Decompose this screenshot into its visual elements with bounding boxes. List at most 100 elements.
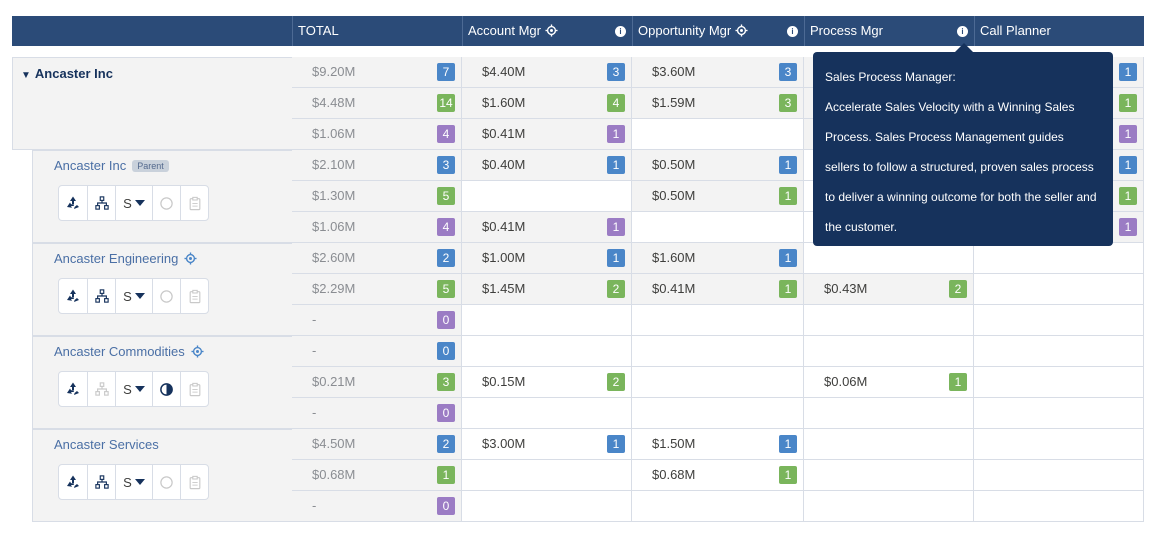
recycle-button[interactable] [59, 186, 88, 220]
target-icon[interactable] [545, 18, 558, 37]
half-circle-button[interactable] [153, 372, 181, 406]
cell-value: $1.60M [652, 250, 696, 265]
count-badge[interactable]: 5 [437, 187, 455, 205]
count-badge[interactable]: 1 [607, 156, 625, 174]
info-icon[interactable]: i [615, 26, 626, 37]
column-header-call[interactable]: Call Planner [974, 16, 1144, 46]
count-badge[interactable]: 1 [607, 249, 625, 267]
count-badge[interactable]: 2 [437, 435, 455, 453]
column-header-account[interactable]: Account Mgr i [462, 16, 632, 46]
count-badge[interactable]: 1 [607, 218, 625, 236]
count-badge[interactable]: 0 [437, 404, 455, 422]
cell-value: $1.59M [652, 95, 696, 110]
cell-opportunity [632, 119, 804, 150]
count-badge[interactable]: 3 [437, 156, 455, 174]
circle-button[interactable] [153, 279, 181, 313]
count-badge[interactable]: 0 [437, 497, 455, 515]
target-icon[interactable] [735, 18, 748, 37]
clipboard-button[interactable] [181, 279, 209, 313]
column-header-opportunity[interactable]: Opportunity Mgr i [632, 16, 804, 46]
clipboard-button[interactable] [181, 186, 209, 220]
count-badge[interactable]: 4 [437, 125, 455, 143]
count-badge[interactable]: 2 [607, 373, 625, 391]
recycle-button[interactable] [59, 465, 88, 499]
expand-caret-icon[interactable]: ▼ [21, 70, 31, 81]
cell-value: $3.60M [652, 64, 696, 79]
circle-button[interactable] [153, 465, 181, 499]
cell-value: - [312, 498, 317, 513]
info-icon[interactable]: i [957, 26, 968, 37]
count-badge[interactable]: 1 [779, 249, 797, 267]
count-badge[interactable]: 2 [607, 280, 625, 298]
child-account-panel: Ancaster Services S [32, 429, 293, 522]
count-badge[interactable]: 1 [1119, 125, 1137, 143]
account-name-link[interactable]: Ancaster Commodities [54, 344, 185, 359]
count-badge[interactable]: 1 [1119, 63, 1137, 81]
count-badge[interactable]: 1 [607, 125, 625, 143]
count-badge[interactable]: 0 [437, 311, 455, 329]
count-badge[interactable]: 3 [779, 63, 797, 81]
stage-select[interactable]: S [116, 465, 153, 499]
cell-value: $0.41M [652, 281, 696, 296]
cell-opportunity [632, 305, 804, 336]
clipboard-button[interactable] [181, 372, 209, 406]
cell-value: $0.68M [312, 467, 356, 482]
cell-value: $0.21M [312, 374, 356, 389]
count-badge[interactable]: 14 [437, 94, 455, 112]
clipboard-icon [188, 382, 202, 397]
count-badge[interactable]: 1 [1119, 218, 1137, 236]
recycle-button[interactable] [59, 279, 88, 313]
cell-total: -0 [292, 398, 462, 429]
info-icon[interactable]: i [787, 26, 798, 37]
column-header-process[interactable]: Process Mgr i [804, 16, 974, 46]
account-name-link[interactable]: Ancaster Inc [54, 158, 127, 173]
count-badge[interactable]: 1 [779, 280, 797, 298]
count-badge[interactable]: 1 [607, 435, 625, 453]
cell-total: -0 [292, 305, 462, 336]
circle-button[interactable] [153, 186, 181, 220]
account-name-link[interactable]: Ancaster Engineering [54, 251, 179, 266]
count-badge[interactable]: 2 [949, 280, 967, 298]
count-badge[interactable]: 2 [437, 249, 455, 267]
column-header-label: Account Mgr [468, 23, 541, 38]
stage-select[interactable]: S [116, 372, 153, 406]
root-account-header[interactable]: ▼ Ancaster Inc [21, 66, 113, 81]
count-badge[interactable]: 4 [607, 94, 625, 112]
recycle-button[interactable] [59, 372, 88, 406]
cell-value: $9.20M [312, 64, 356, 79]
count-badge[interactable]: 3 [779, 94, 797, 112]
count-badge[interactable]: 5 [437, 280, 455, 298]
count-badge[interactable]: 1 [1119, 187, 1137, 205]
count-badge[interactable]: 1 [1119, 156, 1137, 174]
hierarchy-button[interactable] [88, 465, 116, 499]
stage-select[interactable]: S [116, 186, 153, 220]
hierarchy-button[interactable] [88, 279, 116, 313]
cell-opportunity [632, 212, 804, 243]
count-badge[interactable]: 3 [607, 63, 625, 81]
count-badge[interactable]: 3 [437, 373, 455, 391]
count-badge[interactable]: 4 [437, 218, 455, 236]
count-badge[interactable]: 1 [437, 466, 455, 484]
tooltip-title: Sales Process Manager: [825, 70, 956, 84]
count-badge[interactable]: 1 [779, 187, 797, 205]
count-badge[interactable]: 1 [779, 466, 797, 484]
account-toolbar: S [58, 464, 209, 500]
column-header-total[interactable]: TOTAL [292, 16, 462, 46]
cell-total: $1.06M 4 [292, 119, 462, 150]
account-name-link[interactable]: Ancaster Services [54, 437, 159, 452]
hierarchy-button[interactable] [88, 372, 116, 406]
clipboard-button[interactable] [181, 465, 209, 499]
hierarchy-icon [94, 475, 109, 489]
count-badge[interactable]: 7 [437, 63, 455, 81]
hierarchy-button[interactable] [88, 186, 116, 220]
count-badge[interactable]: 1 [949, 373, 967, 391]
cell-opportunity: $0.50M 1 [632, 181, 804, 212]
target-icon[interactable] [184, 252, 197, 265]
count-badge[interactable]: 0 [437, 342, 455, 360]
count-badge[interactable]: 1 [1119, 94, 1137, 112]
target-icon[interactable] [191, 345, 204, 358]
count-badge[interactable]: 1 [779, 435, 797, 453]
count-badge[interactable]: 1 [779, 156, 797, 174]
cell-call [974, 243, 1144, 274]
stage-select[interactable]: S [116, 279, 153, 313]
